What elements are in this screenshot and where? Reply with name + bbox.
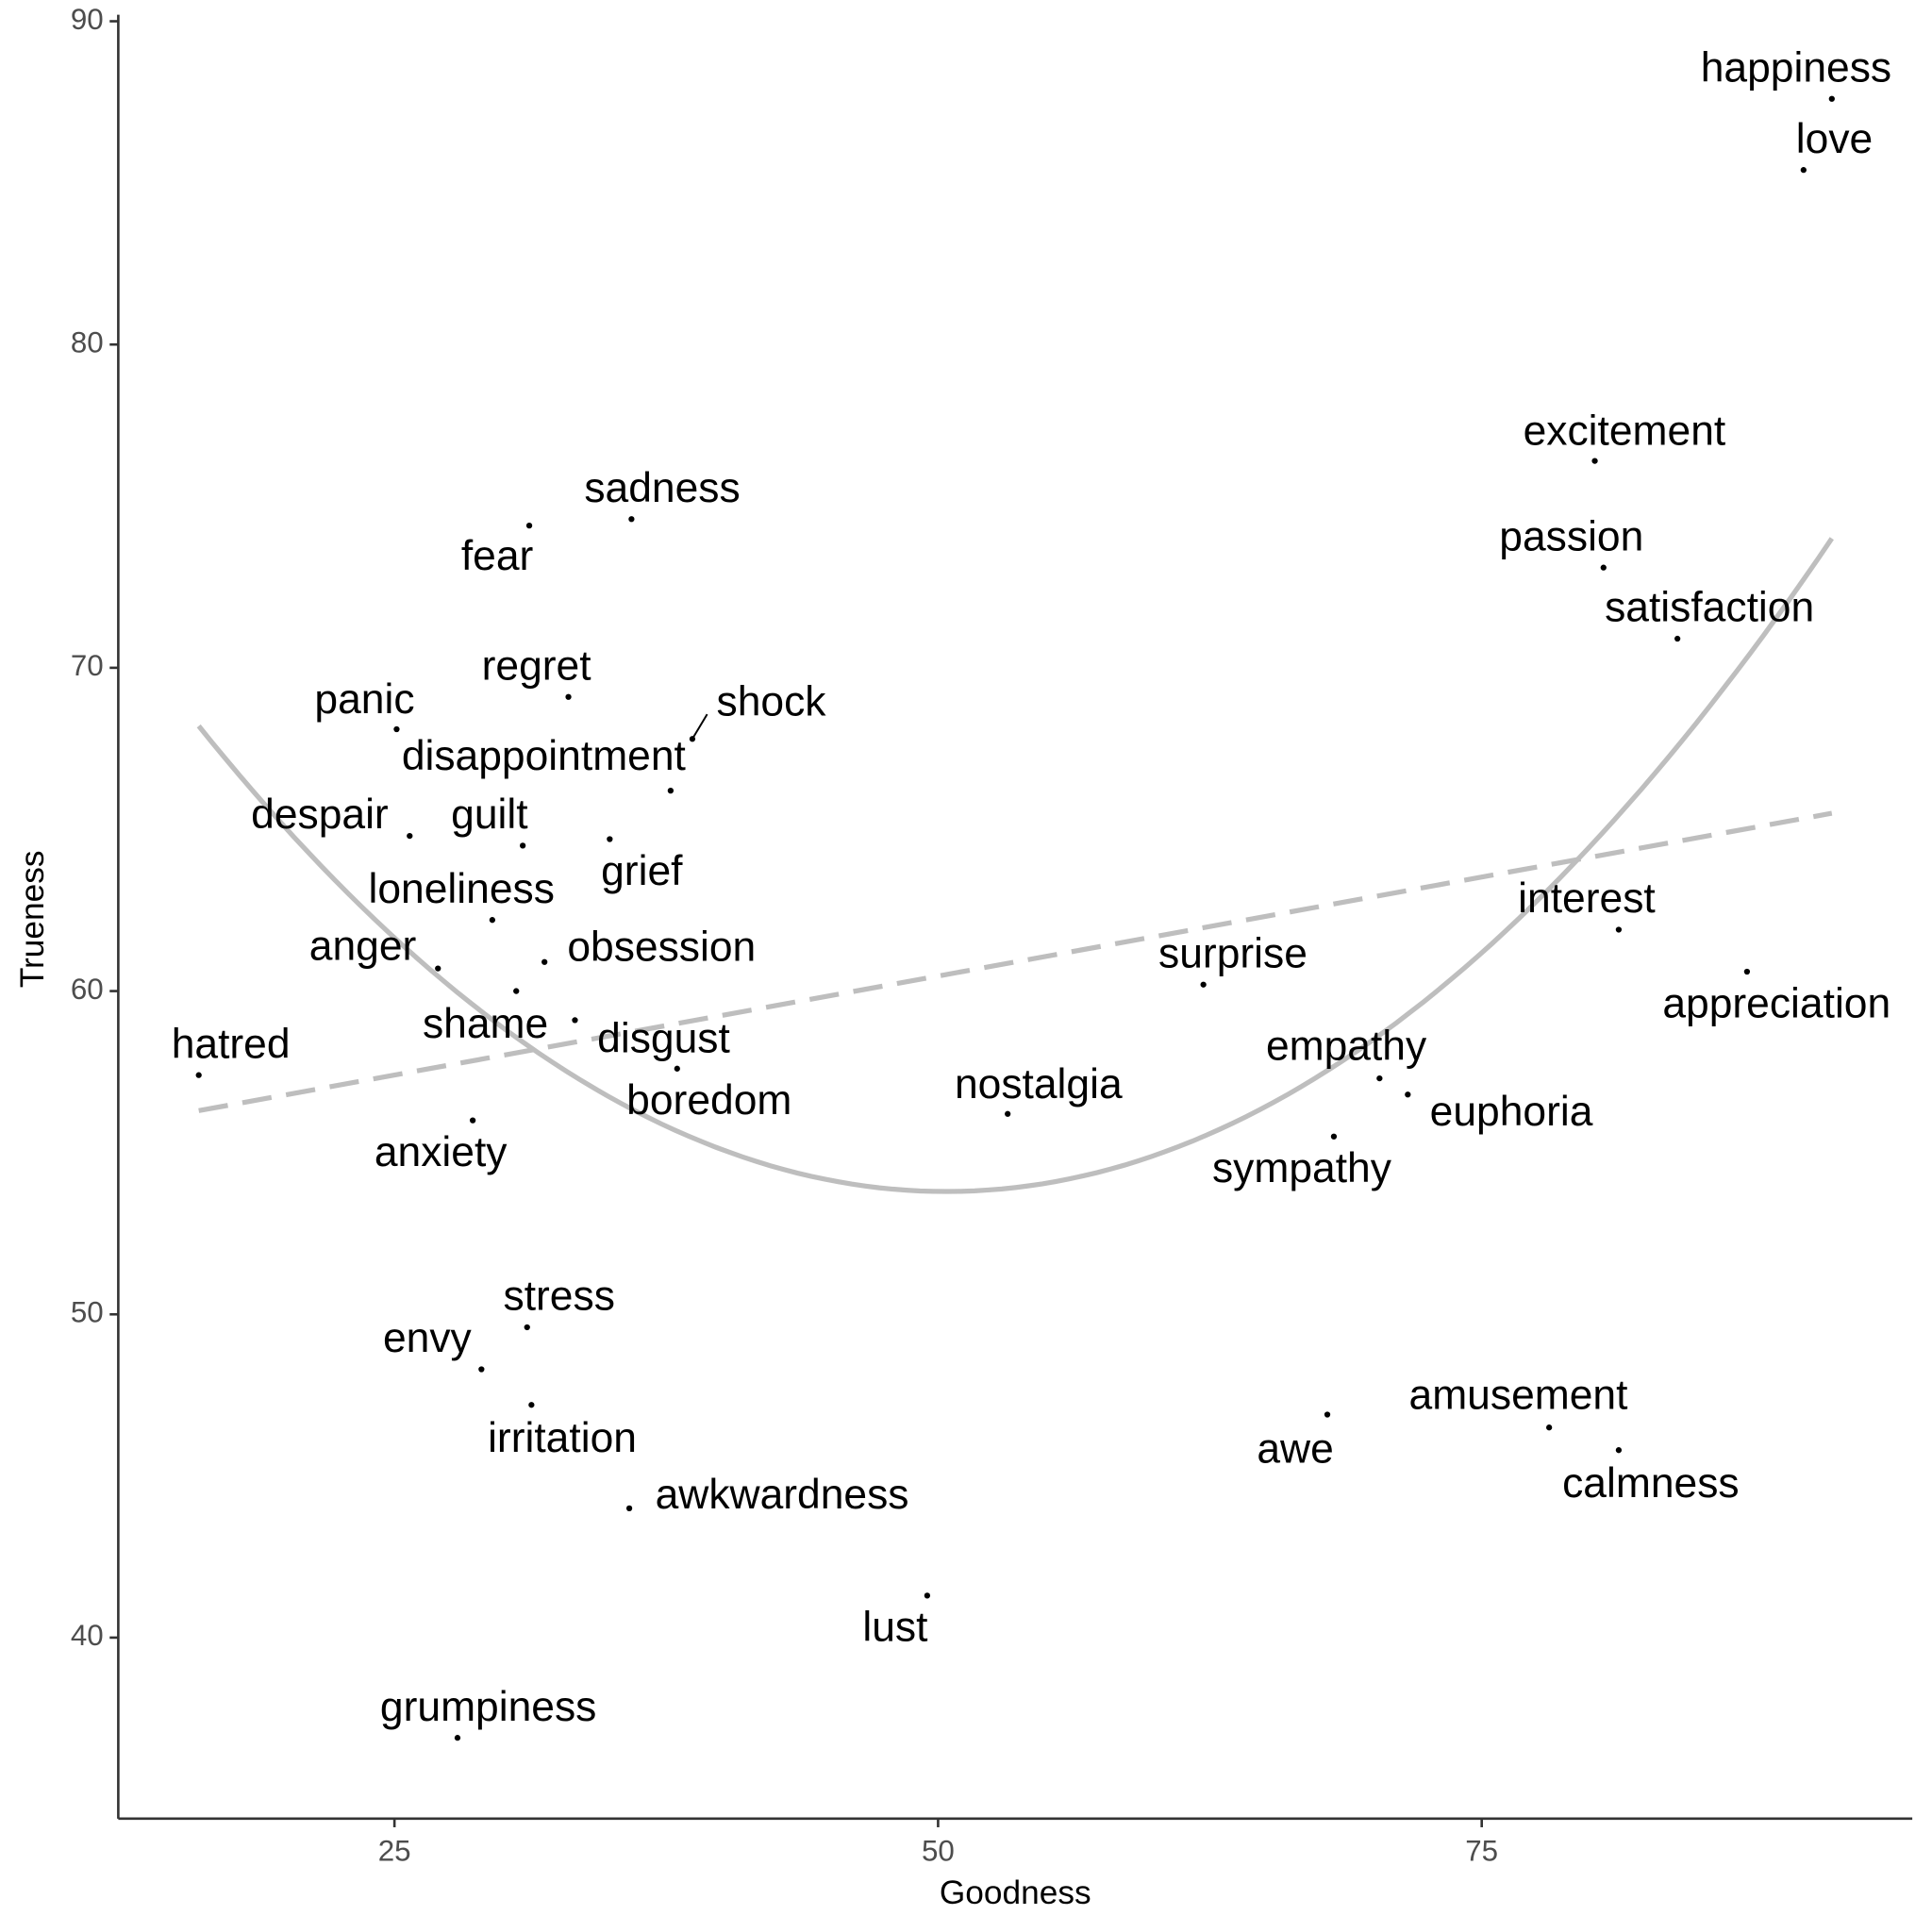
- point-label: calmness: [1562, 1460, 1740, 1507]
- point-label: grumpiness: [380, 1684, 596, 1730]
- point: [469, 1117, 476, 1124]
- point-label: fear: [461, 533, 534, 579]
- point-label: satisfaction: [1605, 585, 1814, 631]
- point: [1330, 1133, 1338, 1140]
- point: [1376, 1074, 1383, 1082]
- point: [1005, 1110, 1011, 1117]
- point-label: anger: [309, 923, 417, 969]
- fit-line: [198, 810, 1833, 1113]
- point-label: irritation: [488, 1415, 637, 1461]
- point: [435, 965, 441, 972]
- point-label: lust: [862, 1605, 928, 1651]
- point: [1405, 1091, 1411, 1098]
- point: [572, 1017, 578, 1024]
- point: [625, 1505, 633, 1511]
- point-label: obsession: [567, 924, 756, 970]
- y-axis-title: Trueness: [14, 851, 51, 989]
- point: [407, 832, 413, 840]
- point: [541, 958, 548, 965]
- y-tick-label: 90: [71, 3, 104, 36]
- point: [1615, 926, 1623, 933]
- point-label: shock: [717, 678, 827, 724]
- point: [689, 736, 696, 742]
- point-label: hatred: [172, 1021, 291, 1067]
- point: [524, 1324, 530, 1331]
- point: [565, 693, 572, 700]
- point: [1546, 1424, 1553, 1431]
- point: [1828, 95, 1835, 102]
- x-tick-label: 50: [922, 1835, 955, 1868]
- point-label: interest: [1518, 875, 1656, 922]
- point-label: sadness: [584, 465, 740, 511]
- point-label: guilt: [451, 791, 528, 838]
- point: [195, 1072, 202, 1078]
- point: [674, 1065, 680, 1072]
- x-axis-title: Goodness: [940, 1874, 1091, 1911]
- point-label: surprise: [1158, 930, 1307, 976]
- point: [1200, 981, 1207, 988]
- point: [478, 1366, 485, 1373]
- point: [1674, 635, 1681, 642]
- point-label: excitement: [1524, 408, 1726, 455]
- point: [454, 1735, 461, 1741]
- point: [520, 842, 526, 849]
- point: [528, 1402, 535, 1408]
- point-label: stress: [504, 1274, 615, 1320]
- point-label: disappointment: [402, 733, 687, 779]
- point-label: boredom: [626, 1077, 791, 1124]
- point-label: grief: [601, 848, 683, 894]
- point-label: happiness: [1701, 44, 1891, 91]
- point-label: despair: [251, 791, 389, 838]
- point: [1324, 1411, 1331, 1418]
- point: [1743, 968, 1751, 975]
- point-label: euphoria: [1430, 1089, 1593, 1135]
- point-label: shame: [423, 1001, 548, 1047]
- point-label: loneliness: [369, 866, 555, 912]
- point-label: anxiety: [375, 1129, 508, 1175]
- point: [525, 522, 533, 529]
- y-tick-label: 40: [71, 1619, 104, 1652]
- point-label: nostalgia: [955, 1061, 1123, 1108]
- point-label: disgust: [597, 1015, 730, 1061]
- label-leader: [691, 713, 708, 740]
- y-tick-label: 50: [71, 1296, 104, 1329]
- point: [1615, 1447, 1623, 1454]
- y-tick-label: 70: [71, 649, 104, 682]
- point-label: panic: [314, 676, 414, 723]
- point-label: passion: [1499, 513, 1643, 559]
- point-label: appreciation: [1662, 980, 1890, 1026]
- point: [628, 516, 635, 523]
- point: [924, 1592, 931, 1599]
- y-tick-label: 60: [71, 973, 104, 1006]
- point: [607, 836, 613, 842]
- point-label: empathy: [1266, 1023, 1427, 1069]
- point: [667, 787, 675, 794]
- x-tick-label: 25: [378, 1835, 411, 1868]
- point: [1600, 564, 1607, 571]
- point-label: sympathy: [1212, 1145, 1392, 1191]
- point: [513, 988, 520, 994]
- point-label: awe: [1257, 1425, 1333, 1472]
- fit-line: [196, 537, 1834, 1194]
- point-label: envy: [383, 1315, 473, 1361]
- point: [1800, 167, 1807, 174]
- point: [393, 725, 400, 733]
- point: [489, 917, 496, 924]
- point-label: regret: [482, 642, 592, 689]
- point-label: amusement: [1409, 1373, 1629, 1419]
- point: [1591, 458, 1598, 464]
- point-label: awkwardness: [656, 1472, 909, 1518]
- x-tick-label: 75: [1465, 1835, 1498, 1868]
- point-label: love: [1796, 116, 1873, 162]
- y-tick-label: 80: [71, 325, 104, 358]
